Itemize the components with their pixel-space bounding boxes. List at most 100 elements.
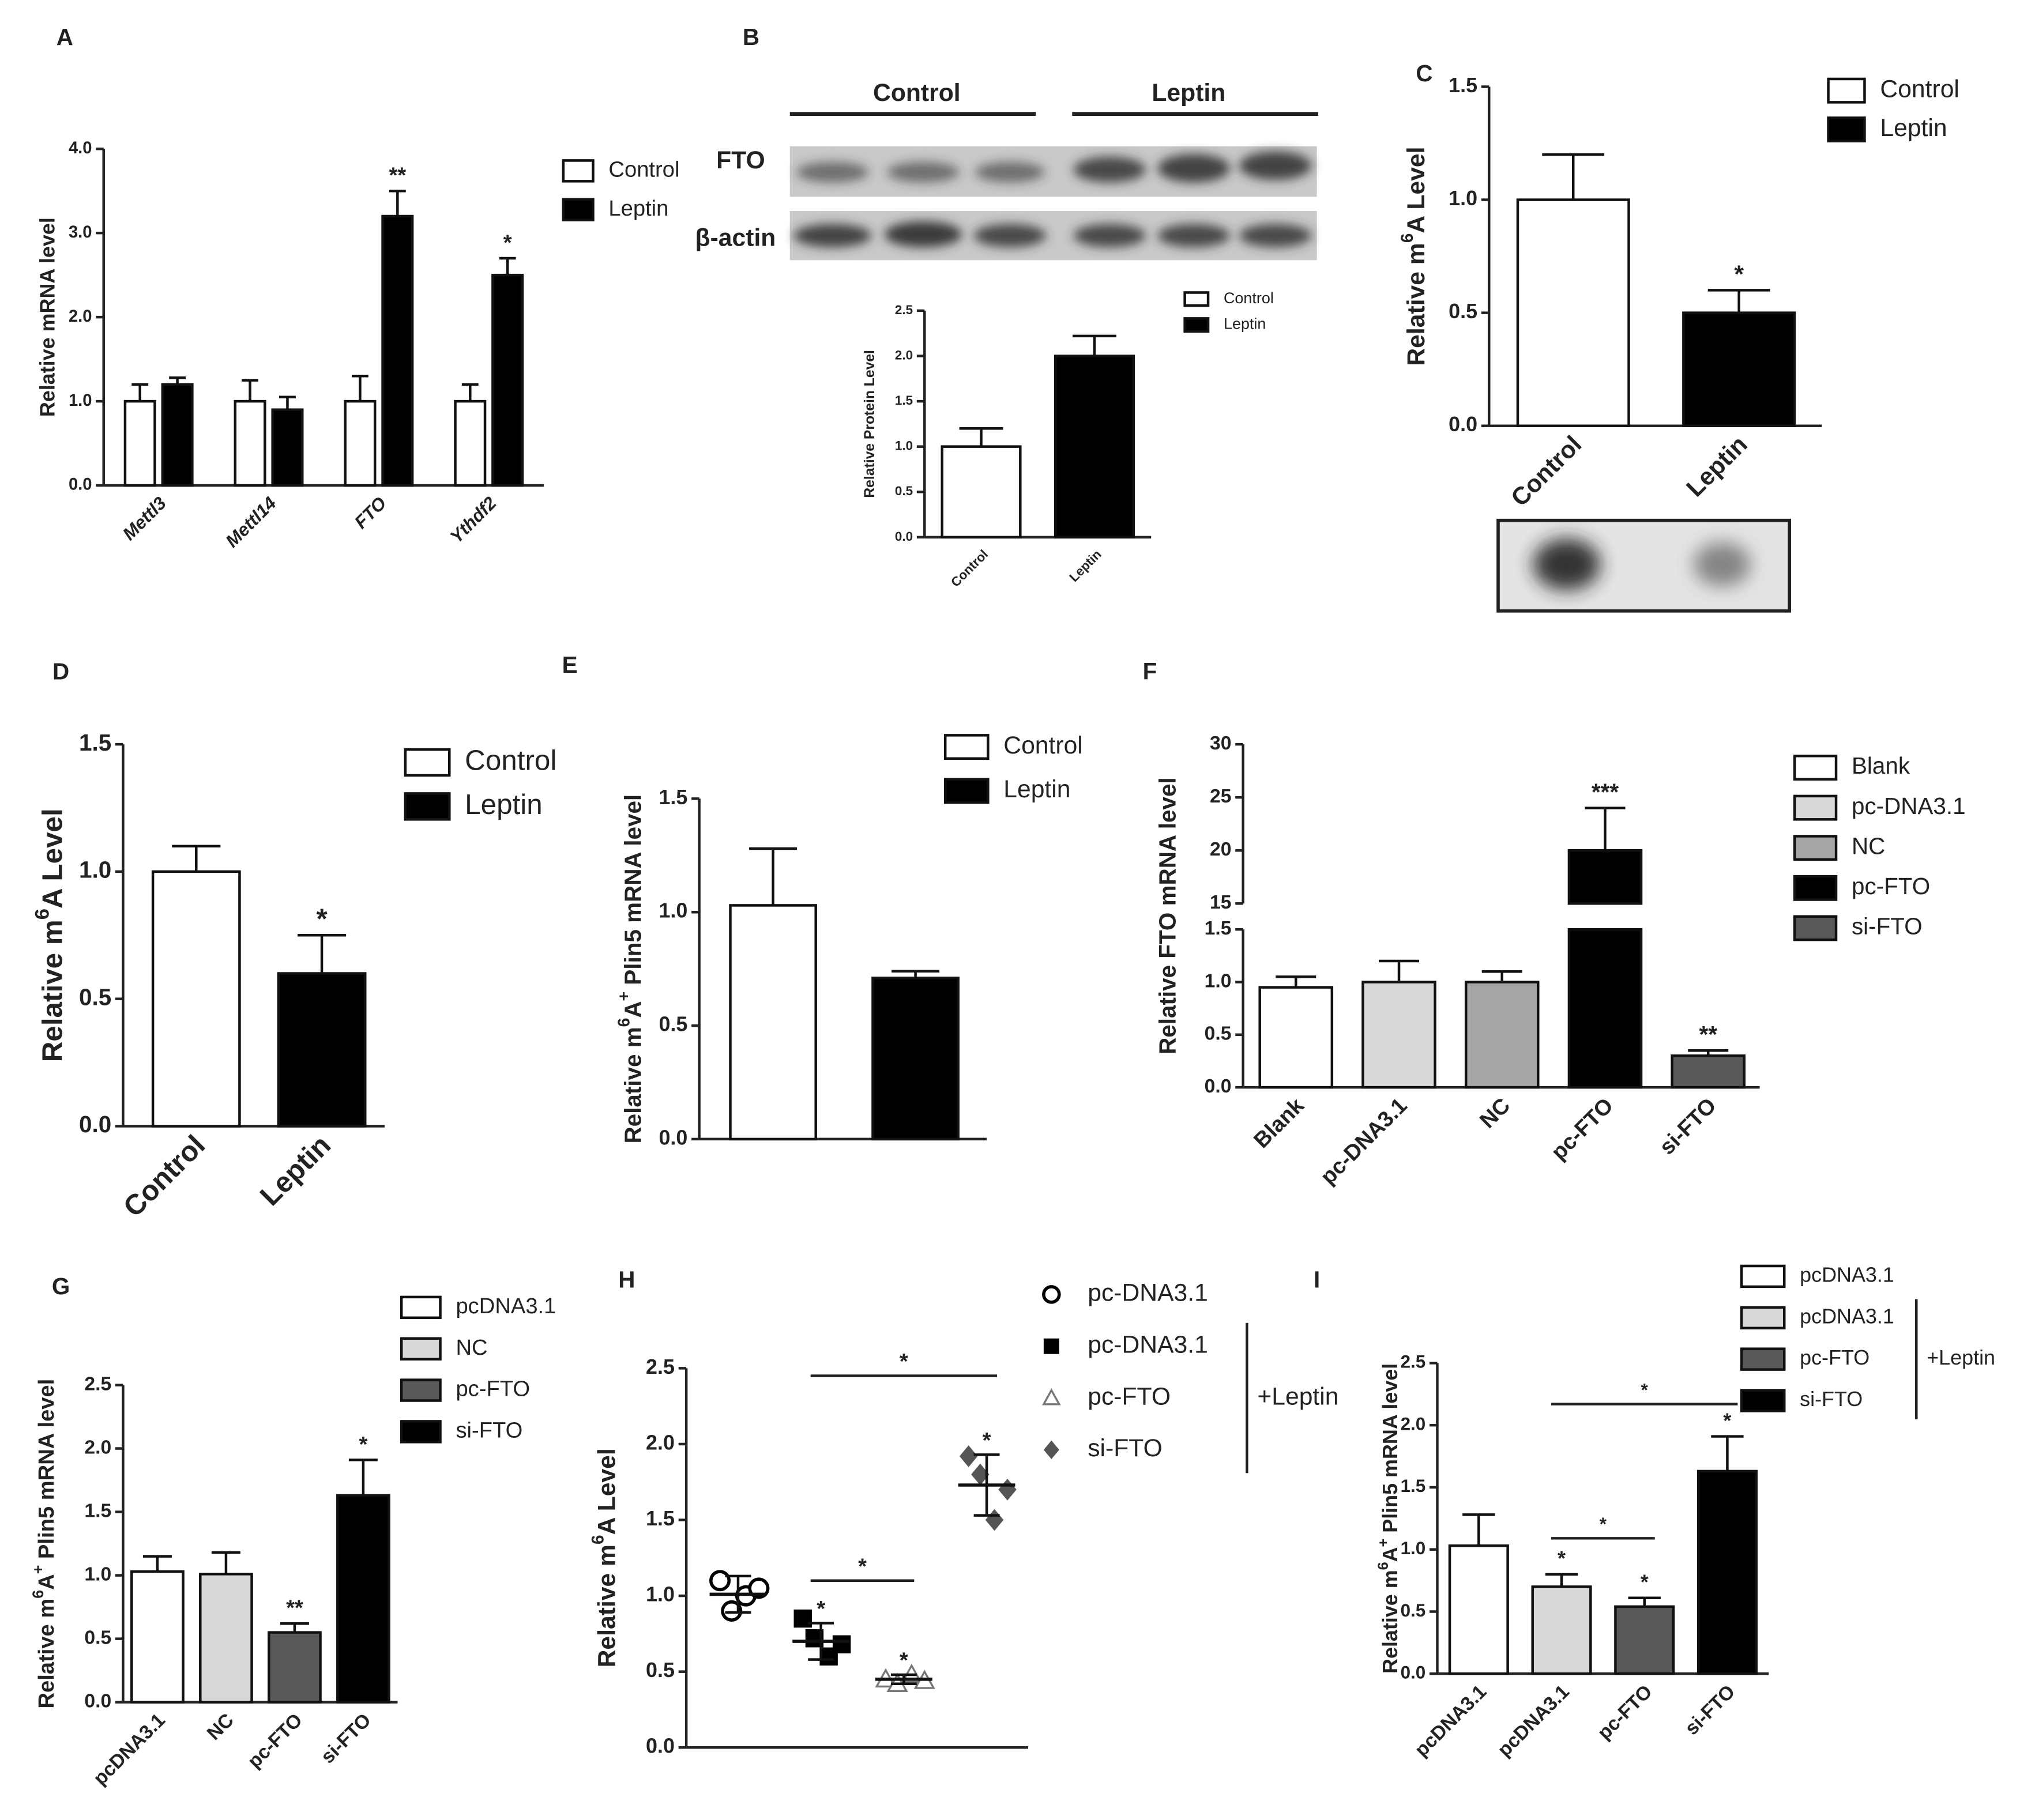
bar — [130, 1570, 185, 1704]
error-bar — [1462, 1513, 1495, 1546]
error-bar — [1378, 959, 1420, 982]
bar — [871, 977, 960, 1141]
x-tick-label: Mettl3 — [119, 493, 170, 544]
legend-swatch — [404, 748, 451, 777]
y-axis-label-part: 6 — [32, 909, 54, 920]
panel: B 0.0 0.5 1.0 1.5 2.0 2.5 Relative Protein Leve… — [695, 24, 1274, 590]
bar — [234, 400, 266, 487]
y-tick-label: 1.0 — [895, 439, 913, 453]
y-axis-label: Relative Protein Level — [862, 350, 878, 498]
y-tick-label: 0.5 — [895, 484, 913, 498]
marker — [721, 1600, 743, 1622]
marker — [1042, 1388, 1061, 1405]
error-bar — [348, 1459, 378, 1495]
x-tick-label: Control — [948, 547, 991, 590]
legend: Control Leptin — [562, 157, 679, 221]
legend-swatch — [1740, 1264, 1786, 1288]
sd-bar — [973, 1453, 1000, 1517]
y-axis-label: Relative FTO mRNA level — [1154, 777, 1180, 1054]
bar — [1361, 981, 1436, 1089]
x-tick-label: pc-DNA3.1 — [1316, 1093, 1412, 1189]
x-tick-label: Control — [1506, 431, 1587, 512]
comparison-label: * — [858, 1554, 867, 1578]
y-axis-label-part: Relative FTO mRNA level — [1154, 777, 1180, 1054]
legend-swatch — [1793, 835, 1838, 861]
y-tick-label: 2.5 — [895, 303, 913, 317]
y-tick-label: 1.0 — [659, 899, 687, 922]
y-axis-label-part: Relative Protein Level — [862, 350, 878, 498]
y-axis-label-part: Relative m — [1378, 1570, 1402, 1674]
legend: Control Leptin — [1827, 75, 1959, 142]
legend-swatch — [1793, 875, 1838, 901]
x-tick-label: pc-FTO — [244, 1709, 307, 1772]
error-bar — [959, 427, 1003, 447]
marker — [998, 1479, 1017, 1501]
blot-group-label: Control — [873, 79, 961, 107]
significance: * — [1734, 261, 1744, 288]
panel-label: A — [57, 24, 73, 50]
bar — [199, 1573, 253, 1704]
dot — [1694, 542, 1751, 587]
error-bar — [461, 383, 479, 402]
dot — [1533, 538, 1601, 590]
y-tick-label: 0.0 — [79, 1111, 111, 1137]
error-bar — [131, 383, 149, 402]
legend-swatch — [404, 792, 451, 821]
y-axis-label: Relative m6A+ Plin5 mRNA level — [29, 1379, 59, 1709]
legend-swatch — [1793, 915, 1838, 941]
bar — [1614, 1605, 1675, 1675]
legend: Blank pc-DNA3.1 NC pc-FTO si-FTO — [1793, 752, 1966, 941]
y-axis-label-part: Plin5 mRNA level — [619, 794, 646, 992]
y-axis-label: Relative m6A Level — [1398, 147, 1430, 366]
y-axis-label: Relative m6A Level — [32, 808, 69, 1062]
y-axis-label-part: Plin5 mRNA level — [34, 1379, 59, 1565]
sd-bar — [890, 1673, 917, 1685]
panel-label: B — [743, 24, 759, 50]
panel-label: F — [1143, 658, 1157, 684]
bar — [1448, 1544, 1509, 1675]
legend-label: pc-DNA3.1 — [1088, 1331, 1208, 1358]
significance: * — [817, 1596, 825, 1621]
y-tick-label: 2.5 — [1401, 1352, 1426, 1372]
y-tick-label: 1.0 — [84, 1564, 111, 1585]
legend: Control Leptin — [943, 732, 1083, 804]
error-bar — [279, 395, 296, 410]
y-tick-label: 0.0 — [1205, 1076, 1232, 1097]
x-tick-label: pc-FTO — [1594, 1681, 1657, 1744]
comparison-label: * — [1641, 1380, 1649, 1400]
legend-label: si-FTO — [456, 1418, 522, 1442]
y-axis-label-part: A — [1378, 1547, 1402, 1562]
error-bar — [1073, 334, 1116, 356]
blot-bands — [793, 151, 1312, 247]
panel: F 0.0 0.5 1.0 1.5 15 20 25 30 Relative FTO mRNA l… — [1143, 658, 1966, 1189]
y-tick-label: 1.0 — [646, 1582, 675, 1606]
legend-label: Control — [1003, 732, 1083, 759]
y-axis-label-part: 6 — [1398, 233, 1417, 243]
legend-swatch — [562, 198, 595, 221]
panel: E 0.0 0.5 1.0 1.5 Relative m6A+ Plin5 mRNA le… — [562, 651, 1083, 1149]
error-bar — [1711, 1435, 1744, 1471]
panel-label: H — [618, 1267, 635, 1293]
bar — [1682, 311, 1796, 427]
bar — [1567, 928, 1643, 1089]
x-tick-label: Control — [117, 1129, 211, 1223]
bar — [1697, 1469, 1758, 1675]
y-axis-label-part: 6 — [615, 1018, 633, 1027]
error-bar — [1585, 807, 1626, 851]
y-tick-label: 2.5 — [646, 1355, 675, 1378]
bar — [344, 400, 377, 487]
y-axis-label-part: Relative m — [36, 920, 68, 1062]
legend-swatch — [400, 1337, 442, 1361]
legend-label: pc-DNA3.1 — [1852, 793, 1966, 819]
y-tick-label: 0.5 — [1205, 1023, 1232, 1045]
dot-blot — [1496, 518, 1792, 613]
x-tick-label: si-FTO — [1654, 1093, 1721, 1159]
panel-label: I — [1314, 1267, 1320, 1293]
marker — [1043, 1338, 1059, 1354]
y-tick-label: 2.0 — [84, 1437, 111, 1458]
legend: Control Leptin — [1183, 289, 1274, 333]
legend-label: NC — [456, 1335, 487, 1360]
legend-label: Control — [608, 157, 679, 182]
